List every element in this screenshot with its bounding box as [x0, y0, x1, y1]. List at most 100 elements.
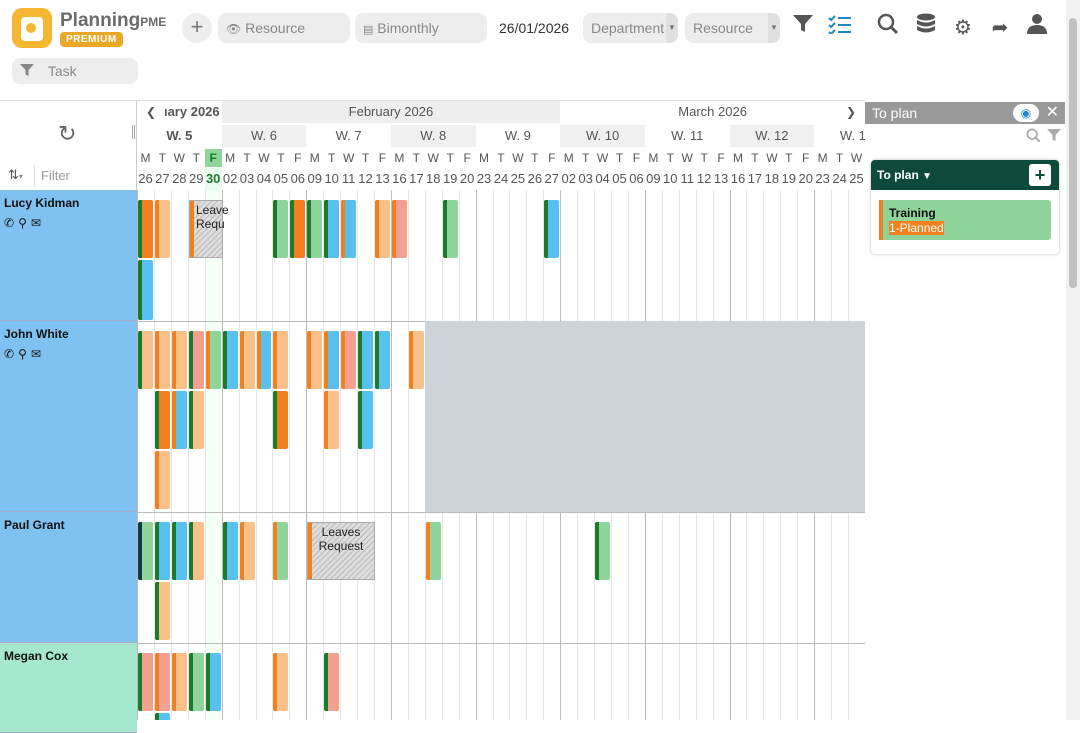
day-number[interactable]: 04	[256, 171, 272, 186]
day-number[interactable]: 25	[510, 171, 526, 186]
period-select[interactable]: ▤ Bimonthly	[355, 13, 487, 43]
resource-filter-field[interactable]: Filter	[34, 165, 134, 187]
resource-row[interactable]: Lucy Kidman ✆⚲✉	[0, 190, 137, 321]
resource-name[interactable]: Megan Cox	[4, 649, 69, 663]
location-icon[interactable]: ⚲	[18, 216, 31, 230]
day-number[interactable]: 19	[442, 171, 458, 186]
day-number[interactable]: 24	[493, 171, 509, 186]
task-filter-input[interactable]: Task	[12, 58, 138, 84]
share-icon[interactable]: ➦	[991, 17, 1009, 39]
event-block[interactable]	[324, 200, 340, 258]
event-block[interactable]	[138, 200, 153, 258]
day-number[interactable]: 02	[561, 171, 576, 186]
day-number[interactable]: 23	[815, 171, 830, 186]
search-icon[interactable]	[1026, 128, 1041, 146]
day-number[interactable]: 16	[392, 171, 407, 186]
event-block[interactable]	[171, 331, 187, 389]
event-block[interactable]	[205, 653, 221, 711]
resource-name[interactable]: Paul Grant	[4, 518, 65, 532]
event-block[interactable]	[391, 200, 407, 258]
week-label[interactable]: W. 12	[729, 125, 815, 147]
week-label[interactable]: W. 9	[475, 125, 561, 147]
day-number[interactable]: 28	[172, 171, 187, 186]
day-number[interactable]: 20	[459, 171, 475, 186]
event-block[interactable]	[138, 260, 153, 320]
filter-icon[interactable]	[788, 13, 818, 43]
event-block[interactable]	[375, 331, 390, 389]
resource-filter-input[interactable]: 👁 Resource	[218, 13, 350, 43]
week-label[interactable]: W. 5	[137, 125, 222, 147]
day-number[interactable]: 18	[764, 171, 780, 186]
event-block[interactable]	[154, 200, 170, 258]
day-number[interactable]: 12	[696, 171, 712, 186]
resource-name[interactable]: John White	[4, 327, 69, 341]
event-block[interactable]	[138, 522, 153, 580]
day-number[interactable]: 20	[798, 171, 813, 186]
event-block[interactable]	[341, 331, 357, 389]
event-block[interactable]	[171, 653, 187, 711]
day-number[interactable]: 24	[832, 171, 847, 186]
phone-icon[interactable]: ✆	[4, 347, 19, 361]
event-block[interactable]	[544, 200, 560, 258]
event-block[interactable]	[188, 522, 204, 580]
week-label[interactable]: W. 11	[644, 125, 730, 147]
event-block[interactable]	[256, 331, 272, 389]
event-block[interactable]	[222, 331, 238, 389]
phone-icon[interactable]: ✆	[4, 216, 19, 230]
date-input[interactable]: 26/01/2026	[491, 13, 581, 43]
page-scrollbar[interactable]	[1066, 0, 1080, 720]
resource-name[interactable]: Lucy Kidman	[4, 196, 80, 210]
day-number[interactable]: 27	[155, 171, 170, 186]
panel-search-field[interactable]	[865, 126, 1065, 148]
event-block[interactable]	[171, 522, 187, 580]
event-block[interactable]	[358, 331, 373, 389]
event-block[interactable]	[154, 582, 170, 640]
event-block[interactable]	[154, 451, 170, 509]
database-icon[interactable]	[911, 13, 941, 43]
event-block[interactable]	[273, 331, 289, 389]
day-number[interactable]: 06	[290, 171, 306, 186]
week-label[interactable]: W. 8	[390, 125, 476, 147]
day-number[interactable]: 06	[629, 171, 644, 186]
event-block[interactable]	[171, 391, 187, 449]
day-number[interactable]: 23	[476, 171, 492, 186]
day-number[interactable]: 11	[341, 171, 356, 186]
day-number[interactable]: 02	[222, 171, 238, 186]
event-block[interactable]	[273, 653, 289, 711]
day-number[interactable]: 03	[239, 171, 255, 186]
event-block[interactable]	[273, 200, 289, 258]
add-task-button[interactable]: +	[1029, 164, 1051, 186]
event-block[interactable]	[324, 653, 340, 711]
event-block[interactable]	[154, 391, 170, 449]
day-number[interactable]: 13	[375, 171, 390, 186]
day-number[interactable]: 27	[544, 171, 559, 186]
gear-icon[interactable]: ⚙	[954, 17, 972, 39]
day-number[interactable]: 09	[646, 171, 661, 186]
event-block[interactable]	[205, 331, 221, 389]
checklist-icon[interactable]	[825, 13, 855, 43]
add-button[interactable]: +	[182, 13, 212, 43]
hide-icon[interactable]: ◉	[1013, 104, 1039, 122]
task-card[interactable]: Training 1-Planned	[879, 200, 1051, 240]
event-block[interactable]	[154, 522, 170, 580]
day-number[interactable]: 05	[273, 171, 289, 186]
day-number[interactable]: 17	[409, 171, 424, 186]
mail-icon[interactable]: ✉	[30, 347, 45, 361]
day-number[interactable]: 25	[849, 171, 864, 186]
day-number[interactable]: 26	[138, 171, 153, 186]
event-block[interactable]	[154, 331, 170, 389]
event-block[interactable]	[358, 391, 373, 449]
app-logo[interactable]: PlanningPME PREMIUM	[12, 8, 166, 50]
day-number[interactable]: 11	[680, 171, 694, 186]
event-block[interactable]	[239, 522, 255, 580]
day-number[interactable]: 03	[578, 171, 593, 186]
event-block[interactable]	[138, 653, 153, 711]
section-header[interactable]: To plan ▼ +	[871, 160, 1059, 190]
event-block[interactable]	[595, 522, 611, 580]
week-label[interactable]: W. 6	[221, 125, 307, 147]
event-block[interactable]	[425, 522, 441, 580]
week-label[interactable]: W. 10	[560, 125, 645, 147]
event-block[interactable]	[188, 391, 204, 449]
mail-icon[interactable]: ✉	[30, 216, 45, 230]
search-icon[interactable]	[873, 13, 903, 43]
